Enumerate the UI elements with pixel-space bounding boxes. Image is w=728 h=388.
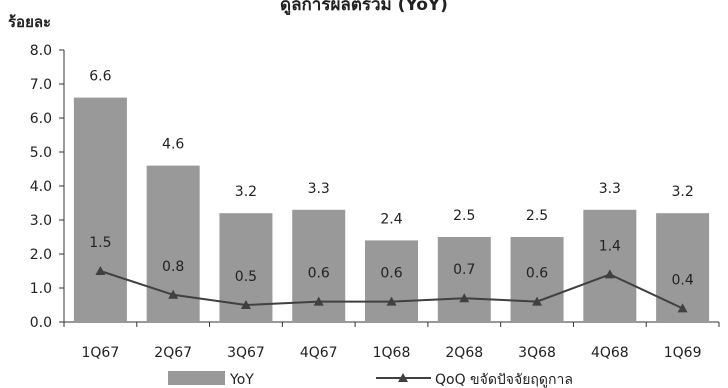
x-tick-label: 3Q67 bbox=[227, 345, 265, 361]
bar-data-label: 3.2 bbox=[671, 184, 693, 200]
line-marker bbox=[459, 293, 470, 303]
y-tick-label: 7.0 bbox=[30, 77, 52, 93]
legend-label-yoy: YoY bbox=[229, 372, 254, 388]
x-tick-label: 1Q68 bbox=[373, 345, 411, 361]
bar-data-label: 2.5 bbox=[526, 208, 548, 224]
y-tick-label: 2.0 bbox=[30, 247, 52, 263]
bar-data-label: 3.2 bbox=[235, 184, 257, 200]
line-data-label: 0.6 bbox=[308, 266, 330, 282]
line-marker bbox=[532, 296, 543, 306]
x-tick-label: 2Q68 bbox=[445, 345, 483, 361]
line-data-label: 0.6 bbox=[380, 266, 402, 282]
line-marker bbox=[313, 296, 324, 306]
bar-data-label: 3.3 bbox=[599, 181, 621, 197]
y-tick-label: 1.0 bbox=[30, 281, 52, 297]
bar-yoy bbox=[510, 237, 564, 322]
y-tick-label: 5.0 bbox=[30, 145, 52, 161]
x-tick-label: 1Q69 bbox=[664, 345, 702, 361]
line-data-label: 0.8 bbox=[162, 259, 184, 275]
bar-data-label: 6.6 bbox=[89, 69, 111, 85]
legend-label-qoq: QoQ ขจัดปัจจัยฤดูกาล bbox=[435, 372, 573, 388]
x-tick-label: 4Q68 bbox=[591, 345, 629, 361]
line-data-label: 0.7 bbox=[453, 262, 475, 278]
x-tick-label: 2Q67 bbox=[154, 345, 192, 361]
y-tick-label: 6.0 bbox=[30, 111, 52, 127]
line-marker bbox=[95, 266, 106, 275]
x-tick-label: 1Q67 bbox=[82, 345, 120, 361]
bar-data-label: 3.3 bbox=[308, 181, 330, 197]
line-marker bbox=[386, 296, 397, 306]
bar-yoy bbox=[73, 97, 127, 322]
bar-data-label: 4.6 bbox=[162, 137, 184, 153]
x-tick-label: 4Q67 bbox=[300, 345, 338, 361]
bar-yoy bbox=[365, 240, 418, 322]
y-tick-label: 8.0 bbox=[30, 43, 52, 59]
bar-data-label: 2.5 bbox=[453, 208, 475, 224]
line-data-label: 0.4 bbox=[671, 272, 693, 288]
bar-yoy bbox=[437, 237, 491, 322]
line-data-label: 0.5 bbox=[235, 269, 257, 285]
y-tick-label: 3.0 bbox=[30, 213, 52, 229]
line-data-label: 0.6 bbox=[526, 266, 548, 282]
bar-data-label: 2.4 bbox=[380, 211, 402, 227]
line-marker bbox=[604, 269, 615, 279]
bar-yoy bbox=[583, 209, 637, 322]
line-marker bbox=[677, 303, 688, 313]
chart-title: ดูลการผลิตรวม (YoY) bbox=[280, 0, 448, 15]
line-data-label: 1.4 bbox=[599, 238, 621, 254]
x-tick-label: 3Q68 bbox=[518, 345, 556, 361]
y-tick-label: 0.0 bbox=[30, 315, 52, 331]
line-marker bbox=[168, 289, 179, 299]
line-data-label: 1.5 bbox=[89, 235, 111, 251]
legend-swatch-yoy bbox=[168, 371, 225, 385]
y-tick-label: 4.0 bbox=[30, 179, 52, 195]
line-marker bbox=[240, 300, 251, 309]
y-axis-unit-label: ร้อยละ bbox=[8, 13, 52, 31]
legend-marker-qoq bbox=[398, 373, 408, 382]
